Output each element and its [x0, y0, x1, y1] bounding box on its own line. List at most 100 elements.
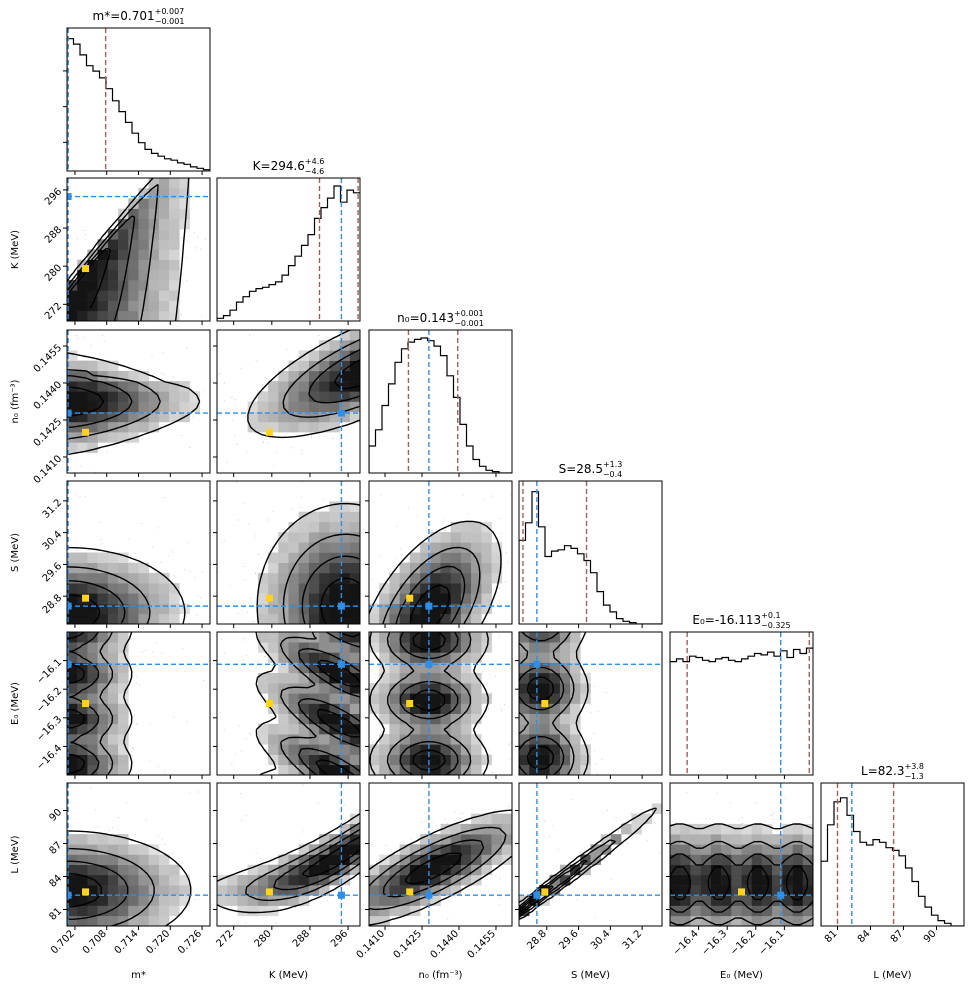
density-cell — [138, 310, 149, 321]
reference-marker — [82, 700, 90, 707]
density-cell — [329, 844, 340, 855]
density-cell — [680, 915, 691, 926]
density-cell — [379, 915, 390, 926]
density-cell — [440, 734, 451, 745]
density-cell — [802, 864, 813, 876]
density-cell — [118, 411, 129, 423]
density-cell — [349, 350, 360, 361]
density-cell — [471, 672, 482, 684]
x-tick-label-n0: 0.1425 — [392, 928, 425, 961]
density-cell — [529, 642, 540, 653]
density-cell — [772, 874, 783, 886]
density-cell — [570, 764, 581, 775]
density-cell — [97, 662, 109, 674]
density-cell — [481, 844, 492, 855]
density-cell — [369, 864, 380, 876]
density-cell — [690, 834, 701, 845]
density-cell — [107, 290, 119, 301]
density-cell — [450, 683, 462, 694]
axes-frame — [518, 782, 663, 927]
density-cell — [148, 874, 160, 886]
density-cell — [529, 734, 540, 745]
panel-title-K: K=294.6+4.6 −4.6 — [253, 157, 325, 176]
best-marker — [533, 891, 541, 899]
density-cell — [247, 895, 259, 906]
density-cell — [77, 290, 88, 301]
x-tick-label-m: 0.702 — [49, 928, 77, 956]
contour-K-m-3 — [67, 247, 111, 309]
density-cell — [67, 703, 78, 714]
y-tick-label-K: 280 — [43, 263, 64, 284]
density-cell — [148, 593, 160, 604]
density-cell — [539, 683, 550, 694]
density-cell — [67, 562, 78, 574]
density-cell — [77, 583, 88, 594]
x-tick-label-S: 31.2 — [621, 928, 645, 952]
density-cell — [471, 744, 482, 755]
density-cell — [319, 350, 330, 361]
density-cell — [97, 723, 109, 735]
density-cell — [298, 874, 310, 886]
density-cell — [651, 803, 662, 814]
density-cell — [158, 239, 170, 250]
density-cell — [481, 542, 492, 553]
density-cell — [349, 542, 360, 553]
density-cell — [107, 552, 119, 563]
density-cell — [308, 532, 320, 543]
density-cell — [87, 572, 98, 584]
density-cell — [420, 874, 431, 886]
density-cell — [731, 905, 742, 917]
density-cell — [399, 593, 411, 604]
x-tick-label-n0: 0.1440 — [429, 928, 462, 961]
density-cell — [481, 834, 492, 845]
best-marker — [67, 660, 72, 668]
density-cell — [440, 844, 451, 855]
density-cell — [670, 834, 681, 845]
density-cell — [97, 290, 109, 301]
density-cell — [369, 613, 380, 624]
density-cell — [298, 583, 310, 594]
best-marker — [67, 409, 72, 417]
density-cell — [97, 713, 109, 725]
x-tick-label-E0: −16.1 — [757, 928, 786, 957]
density-cell — [491, 854, 503, 865]
panel-L-vs-n0: 0.1410 0.1425 0.1440 0.1455 — [355, 782, 513, 961]
density-cell — [67, 662, 78, 674]
density-cell — [481, 521, 492, 533]
density-cell — [158, 178, 170, 189]
y-tick-label-n0: 0.1425 — [32, 416, 65, 449]
density-cell — [782, 915, 793, 926]
density-cell — [710, 895, 722, 906]
y-tick-label-S: 30.4 — [41, 529, 65, 553]
density-cell — [97, 421, 109, 433]
density-cell — [67, 764, 78, 775]
density-cell — [761, 823, 773, 835]
density-cell — [148, 381, 160, 392]
density-cell — [710, 874, 722, 886]
density-cell — [118, 552, 129, 563]
density-cell — [580, 693, 591, 704]
density-cell — [138, 844, 149, 855]
density-cell — [440, 552, 451, 563]
density-cell — [97, 310, 109, 321]
density-cell — [339, 662, 351, 674]
axes-frame — [216, 631, 361, 776]
density-cell — [549, 723, 561, 735]
density-cell — [529, 723, 540, 735]
density-cell — [529, 754, 540, 766]
density-cell — [298, 542, 310, 553]
density-cell — [118, 381, 129, 392]
density-cell — [539, 723, 550, 735]
density-cell — [329, 744, 340, 755]
contour-E0-S-0 — [575, 632, 589, 775]
density-cell — [319, 642, 330, 653]
y-tick-label-n0: 0.1410 — [32, 453, 65, 486]
density-cell — [298, 642, 310, 653]
density-cell — [539, 895, 550, 906]
density-cell — [87, 290, 98, 301]
density-cell — [107, 300, 119, 312]
density-cell — [349, 340, 360, 351]
density-cell — [450, 672, 462, 684]
panel-L-vs-m: 0.702 0.708 0.714 0.720 0.726 81 84 87 90 — [47, 782, 211, 956]
